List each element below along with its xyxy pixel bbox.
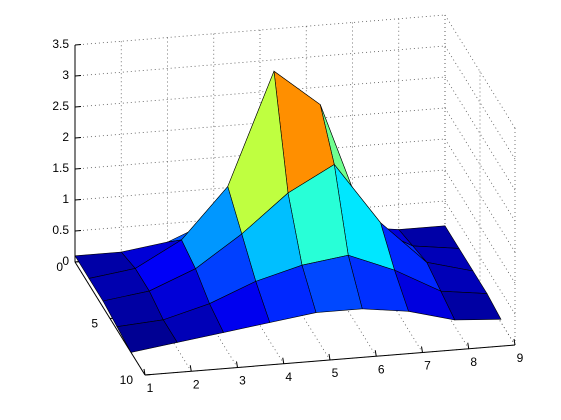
- z-tick: [74, 168, 82, 170]
- z-tick: [74, 44, 82, 46]
- x-tick: [513, 338, 516, 346]
- grid-line: [444, 45, 516, 160]
- y-tick: [144, 374, 152, 376]
- z-tick-label: 1.5: [52, 161, 69, 175]
- y-tick-label: 10: [120, 373, 134, 387]
- z-tick: [74, 230, 82, 232]
- z-tick-label: 0.5: [52, 223, 69, 237]
- surface-face: [116, 319, 178, 353]
- x-tick-label: 8: [470, 355, 477, 369]
- x-tick-label: 2: [193, 377, 200, 391]
- z-tick: [74, 106, 82, 108]
- x-tick: [282, 357, 285, 364]
- z-tick-label: 1: [62, 192, 69, 206]
- x-tick: [236, 361, 238, 368]
- y-tick-label: 0: [56, 260, 63, 274]
- y-tick-label: 5: [91, 317, 98, 331]
- x-tick-label: 7: [424, 359, 431, 373]
- z-tick-label: 0: [62, 254, 69, 268]
- x-tick: [143, 368, 146, 376]
- surface: [74, 70, 502, 353]
- z-tick-label: 3.5: [52, 37, 69, 51]
- x-tick-label: 5: [332, 366, 339, 380]
- x-tick-label: 4: [285, 370, 292, 384]
- x-tick: [328, 353, 331, 361]
- x-tick: [374, 350, 377, 357]
- grid-line: [444, 76, 516, 191]
- x-tick: [467, 342, 470, 349]
- x-tick: [189, 365, 192, 372]
- z-tick-label: 3: [62, 68, 69, 82]
- z-tick-label: 2.5: [52, 99, 69, 113]
- z-tick: [74, 199, 82, 201]
- x-tick-label: 3: [239, 374, 246, 388]
- z-tick: [74, 75, 82, 77]
- x-tick-label: 6: [378, 362, 385, 376]
- z-tick: [74, 137, 82, 139]
- z-tick-label: 2: [62, 130, 69, 144]
- x-tick-label: 1: [147, 381, 154, 395]
- x-tick-label: 9: [517, 351, 524, 365]
- x-tick: [421, 346, 423, 353]
